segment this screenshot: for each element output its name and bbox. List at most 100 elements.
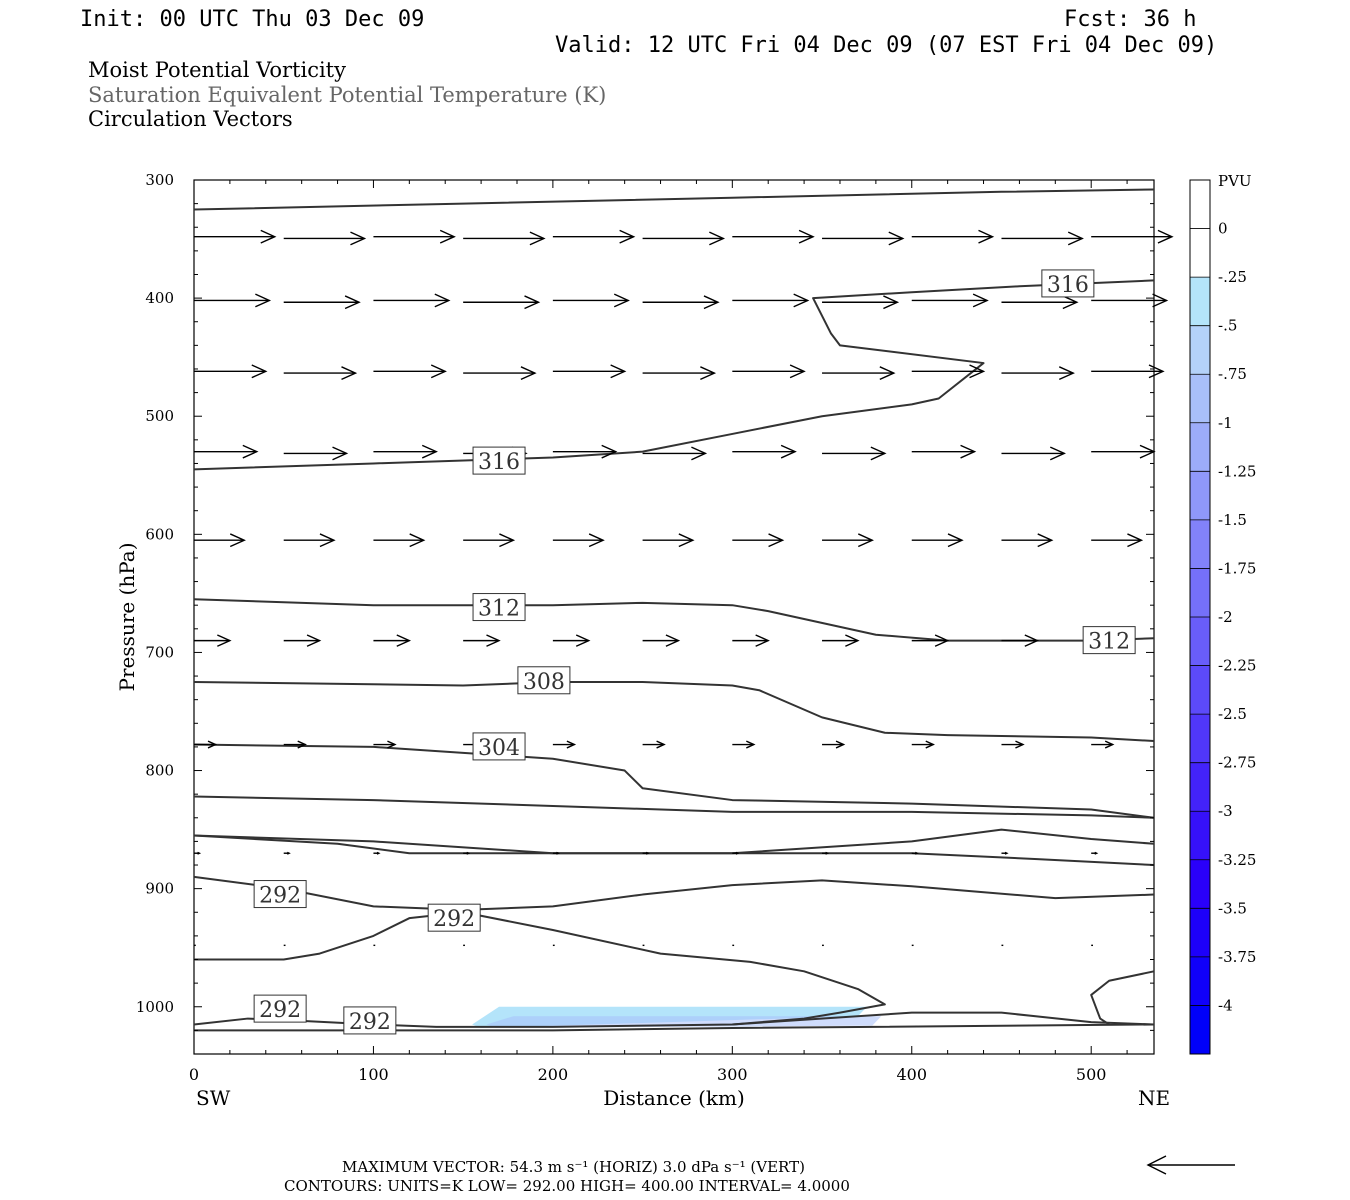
circulation-vector: [822, 446, 887, 461]
circulation-vector: [463, 634, 501, 647]
title-theta-es: Saturation Equivalent Potential Temperat…: [88, 83, 606, 107]
circulation-vector: [194, 851, 202, 855]
circulation-vector: [373, 740, 397, 749]
svg-text:292: 292: [259, 884, 301, 909]
circulation-vector: [373, 444, 438, 459]
circulation-vector: [1091, 229, 1174, 244]
circulation-vector: [642, 634, 681, 647]
circulation-vector: [642, 740, 666, 749]
colorbar-swatch: [1190, 908, 1210, 958]
colorbar-swatch: [1190, 956, 1210, 1006]
svg-text:292: 292: [433, 907, 475, 932]
circulation-vector: [373, 533, 426, 548]
circulation-vector: [283, 295, 361, 310]
y-tick-label: 1000: [136, 998, 174, 1016]
circulation-vector: [552, 851, 560, 855]
circulation-vector: [194, 444, 259, 459]
svg-text:316: 316: [1047, 273, 1089, 298]
circulation-vector: [911, 229, 995, 244]
contour-layer: [193, 188, 1155, 1032]
theta-es-contour: [193, 598, 1155, 642]
contour-label: 292: [427, 903, 481, 932]
circulation-vector: [732, 444, 797, 459]
circulation-vector: [732, 740, 756, 749]
contour-label: 312: [1082, 626, 1136, 655]
contour-label: 292: [253, 994, 307, 1023]
circulation-vector: [1001, 634, 1040, 647]
circulation-vector: [283, 366, 358, 381]
circulation-vector: [463, 295, 541, 310]
theta-es-contour: [194, 911, 886, 1026]
colorbar-level-label: -3: [1218, 802, 1233, 820]
x-tick-label: 300: [717, 1065, 748, 1084]
circulation-vector: [642, 446, 708, 461]
vector-layer: [194, 229, 1174, 947]
circulation-vector: [1001, 533, 1054, 548]
circulation-vector: [283, 851, 291, 855]
circulation-vector: [463, 851, 471, 855]
circulation-vector: [373, 364, 447, 379]
theta-es-contour: [193, 828, 1155, 855]
max-vector-line: MAXIMUM VECTOR: 54.3 m s⁻¹ (HORIZ) 3.0 d…: [342, 1158, 805, 1176]
colorbar-level-label: -1: [1218, 414, 1233, 432]
title-mpv: Moist Potential Vorticity: [88, 58, 346, 82]
circulation-vector: [1091, 851, 1099, 855]
theta-es-contour: [193, 834, 1155, 867]
y-tick-label: 500: [145, 407, 174, 425]
colorbar-swatch: [1190, 228, 1210, 278]
circulation-vector: [911, 444, 977, 459]
circulation-vector: [1091, 444, 1156, 459]
contour-label: 312: [472, 593, 526, 622]
plot-frame: [193, 179, 1155, 1055]
circulation-vector: [463, 533, 516, 548]
circulation-vector: [194, 229, 277, 244]
circulation-vector: [283, 740, 307, 749]
colorbar-unit-label: PVU: [1218, 172, 1252, 190]
theta-es-contour: [194, 1023, 1155, 1032]
theta-es-contour: [193, 743, 1155, 819]
circulation-vector: [1001, 231, 1084, 246]
contour-label-layer: 316 316 312 312 308 304 292 292 292 292: [253, 269, 1136, 1035]
colorbar-swatch: [1190, 422, 1210, 472]
theta-es-contour: [193, 188, 1155, 211]
circulation-vector: [1001, 295, 1079, 310]
valid-time: Valid: 12 UTC Fri 04 Dec 09 (07 EST Fri …: [555, 33, 1217, 58]
circulation-vector: [642, 851, 650, 855]
circulation-vector: [552, 444, 618, 459]
y-tick-label: 300: [145, 171, 174, 189]
circulation-vector: [552, 740, 577, 749]
colorbar-swatch: [1190, 665, 1210, 715]
circulation-vector: [1091, 364, 1165, 379]
colorbar-swatch: [1190, 471, 1210, 521]
x-tick-label: 500: [1076, 1065, 1107, 1084]
y-tick-label: 700: [145, 643, 174, 661]
contour-label: 308: [517, 666, 571, 695]
circulation-vector: [911, 364, 986, 379]
pv-shading-layer: [472, 1006, 882, 1029]
circulation-vector: [552, 229, 636, 244]
contour-label: 304: [472, 732, 526, 761]
circulation-vector: [194, 634, 232, 647]
colorbar-level-label: -1.75: [1218, 559, 1256, 577]
contour-label: 292: [343, 1006, 397, 1035]
svg-text:312: 312: [1088, 630, 1130, 655]
svg-text:312: 312: [478, 597, 520, 622]
circulation-vector: [642, 231, 726, 246]
circulation-vector: [911, 851, 919, 855]
theta-es-contour: [193, 680, 1155, 743]
x-tick-label: 100: [358, 1065, 389, 1084]
axis-layer: 0 100 200 300 400 500 300 400 500 600 700 800 900 100…: [136, 171, 1154, 1084]
circulation-vector: [1001, 446, 1066, 461]
colorbar-swatch: [1190, 617, 1210, 667]
circulation-vector: [822, 231, 905, 246]
circulation-vector: [283, 634, 322, 647]
colorbar-swatch: [1190, 811, 1210, 861]
colorbar-level-label: -3.75: [1218, 948, 1256, 966]
colorbar-level-label: -3.5: [1218, 899, 1247, 917]
colorbar-swatch: [1190, 859, 1210, 909]
pv-region-core: [486, 1016, 882, 1029]
theta-es-contour: [193, 795, 1155, 819]
svg-text:304: 304: [478, 736, 520, 761]
y-tick-label: 800: [145, 762, 174, 780]
